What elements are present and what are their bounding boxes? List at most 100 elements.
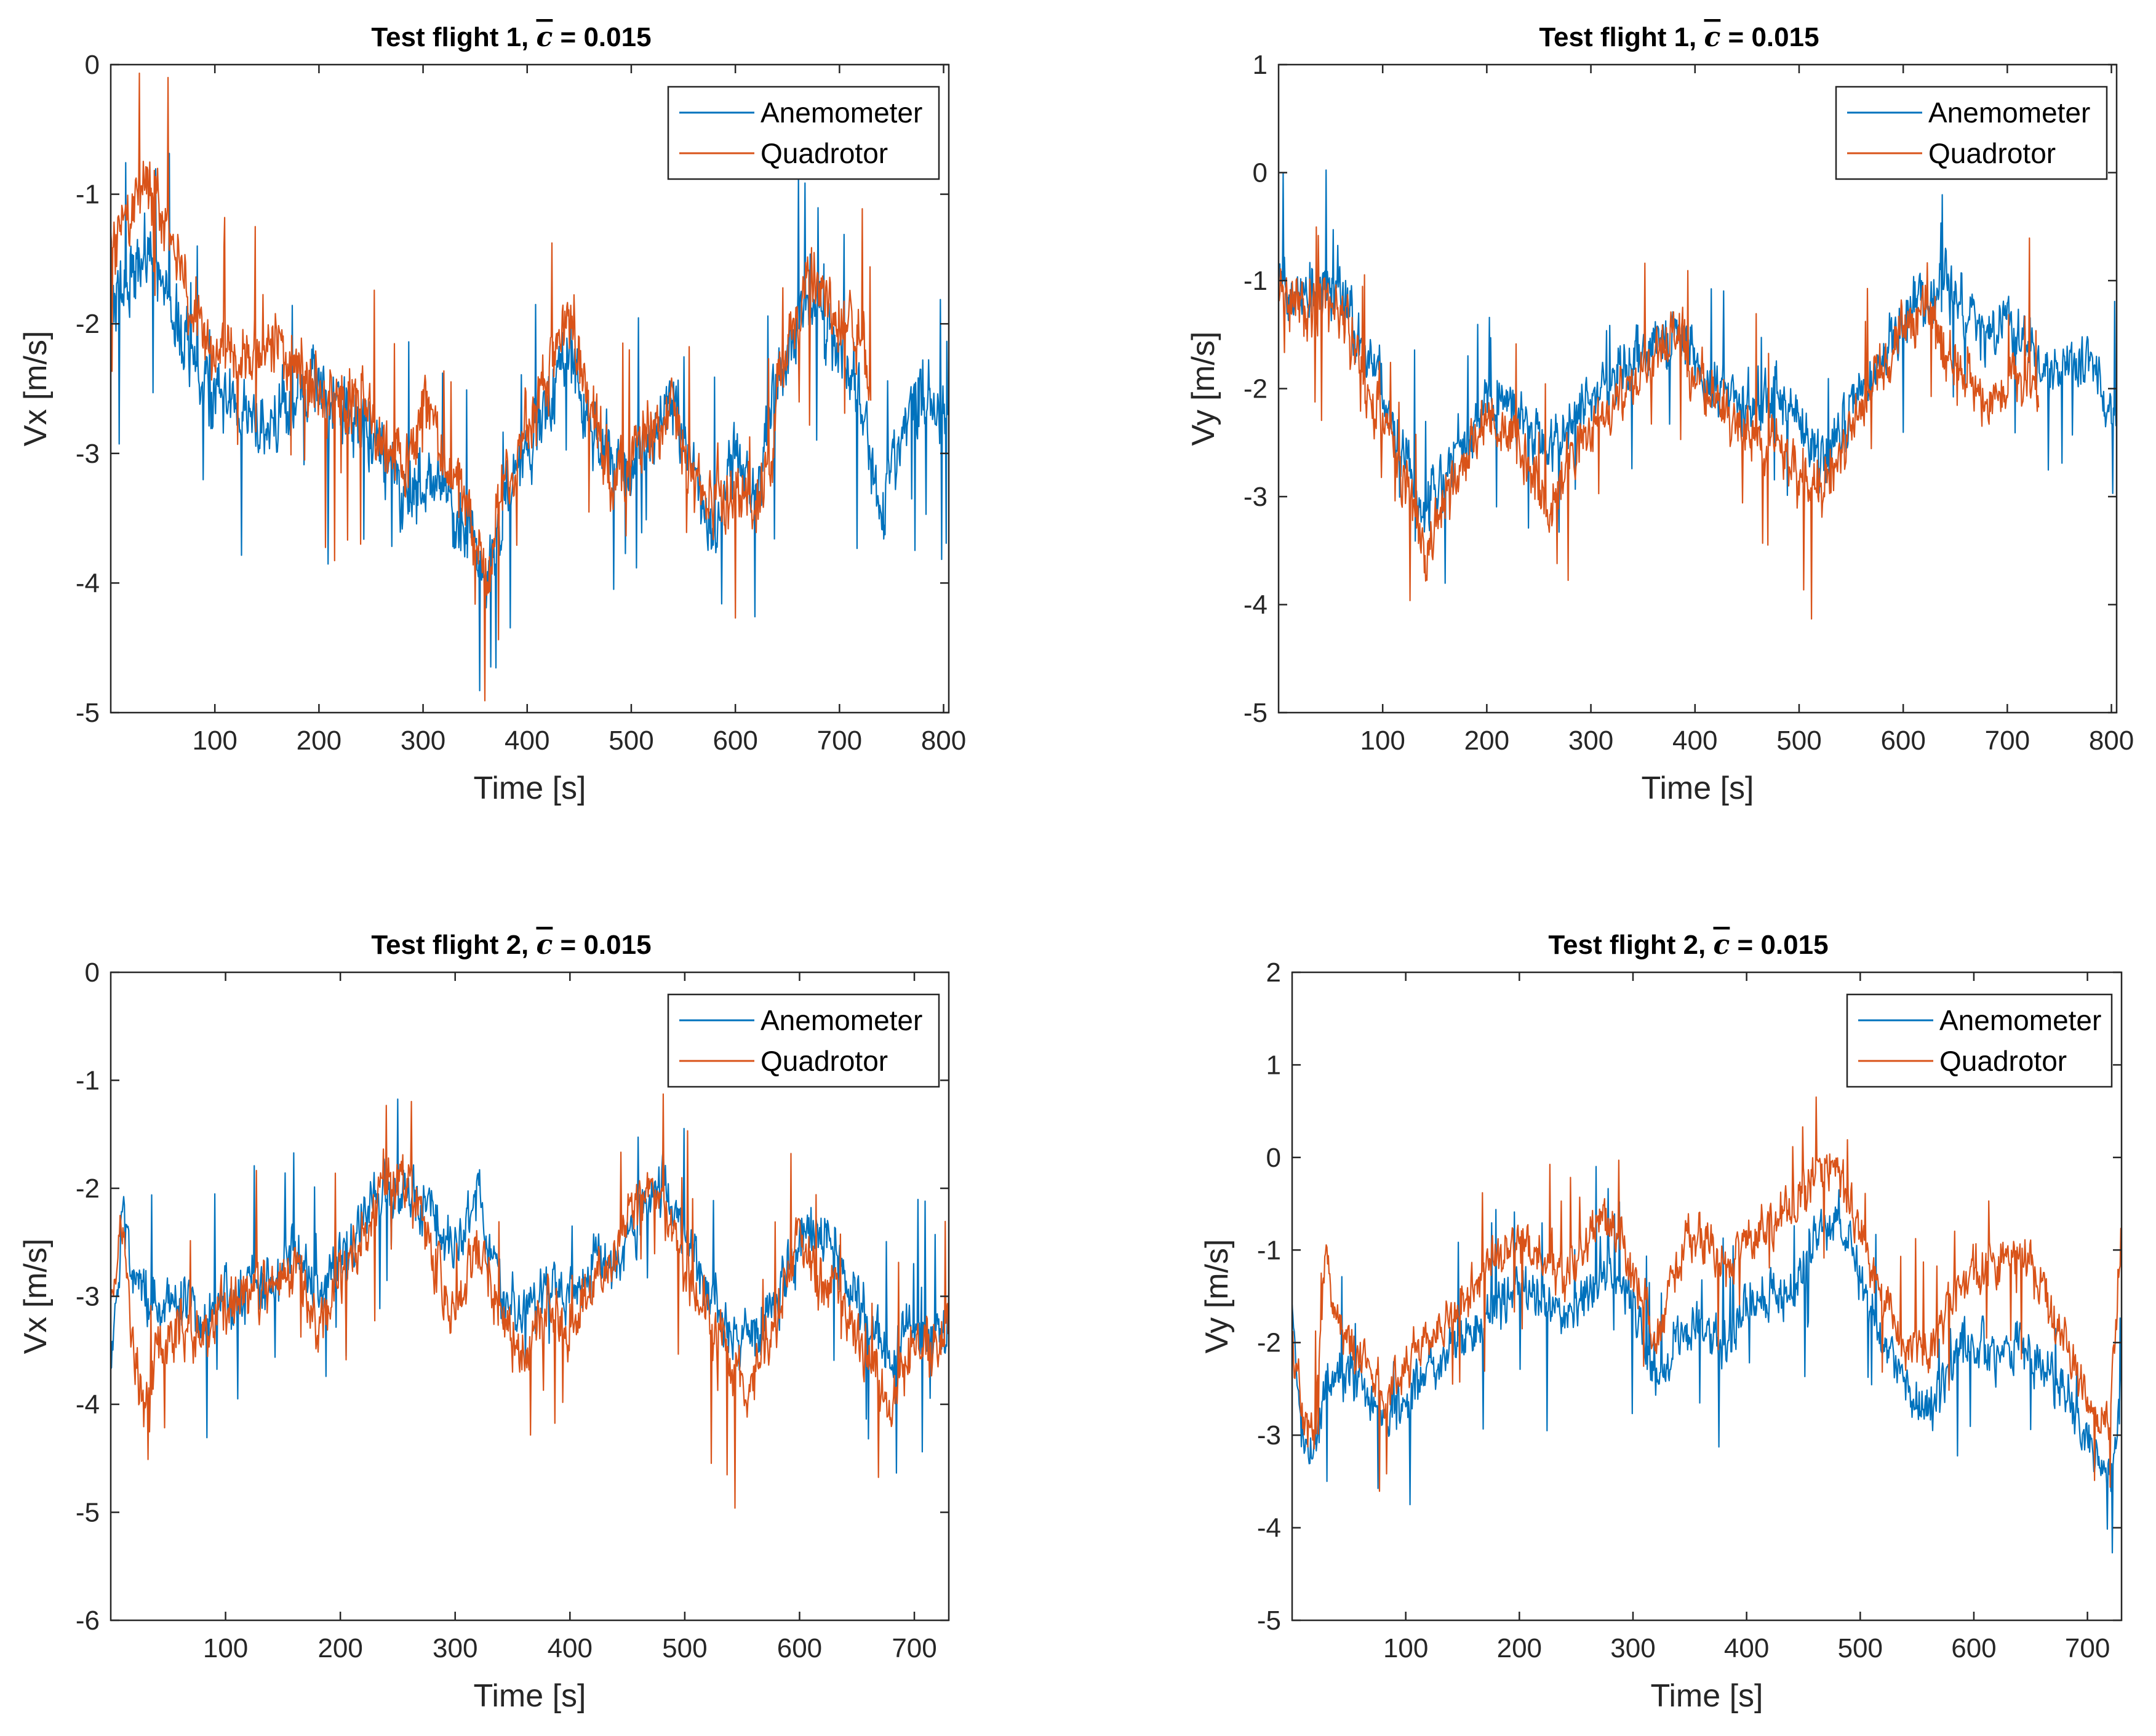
x-tick-label: 300 [1568, 726, 1613, 756]
y-tick-label: -5 [76, 1498, 100, 1528]
x-tick-label: 600 [1951, 1633, 1996, 1663]
y-tick-label: -5 [76, 698, 100, 728]
y-tick-label: -4 [1244, 590, 1268, 620]
legend-label-quadrotor: Quadrotor [761, 137, 888, 169]
y-tick-label: -4 [76, 568, 100, 598]
y-axis-label: Vy [m/s] [1199, 1239, 1235, 1354]
y-tick-label: -1 [76, 1066, 100, 1096]
x-tick-label: 600 [1880, 726, 1925, 756]
y-tick-label: -1 [76, 180, 100, 210]
legend: Anemometer Quadrotor [667, 86, 940, 180]
x-tick-label: 400 [505, 726, 549, 756]
x-axis-label: Time [s] [474, 770, 586, 806]
chart-panel-4: 100 200 300 400 500 600 700 2 1 0 -1 -2 -3 -4 -5 Time [… [1199, 929, 2123, 1714]
x-tick-label: 700 [892, 1633, 936, 1663]
series-line-quadrotor [1279, 226, 2040, 620]
title-suffix: = 0.015 [553, 22, 651, 52]
y-tick-label: -2 [1257, 1328, 1281, 1358]
y-tick-label: 0 [85, 50, 100, 80]
legend-box [667, 993, 940, 1088]
y-axis-label: Vy [m/s] [1186, 332, 1221, 446]
y-axis-label: Vx [m/s] [18, 331, 54, 447]
chart-title: Test flight 2, c = 0.015 [1548, 929, 1828, 961]
x-tick-label: 700 [817, 726, 862, 756]
title-suffix: = 0.015 [1720, 22, 1819, 52]
y-tick-label: -4 [76, 1390, 100, 1420]
x-tick-label: 200 [317, 1633, 362, 1663]
y-tick-label: -1 [1257, 1235, 1281, 1265]
y-tick-label: -1 [1244, 266, 1268, 296]
legend-box [1835, 86, 2108, 180]
y-tick-label: -3 [1244, 482, 1268, 512]
title-symbol: c [1704, 22, 1721, 53]
title-prefix: Test flight 1, [371, 22, 536, 52]
chart-panel-2: 100 200 300 400 500 600 700 800 1 0 -1 -2 -3 -4 -5 Time… [1186, 22, 2134, 806]
y-tick-label: -5 [1244, 698, 1268, 728]
y-tick-label: -2 [1244, 374, 1268, 404]
y-tick-label: 1 [1253, 50, 1268, 80]
legend-label-anemometer: Anemometer [761, 1004, 922, 1036]
legend-label-quadrotor: Quadrotor [1928, 137, 2056, 169]
title-prefix: Test flight 2, [1548, 930, 1713, 960]
y-tick-label: -3 [76, 439, 100, 469]
y-tick-label: 1 [1266, 1050, 1281, 1080]
title-prefix: Test flight 1, [1539, 22, 1704, 52]
chart-title: Test flight 2, c = 0.015 [371, 929, 651, 961]
chart-title: Test flight 1, c = 0.015 [371, 22, 651, 53]
series-line-quadrotor [1292, 1096, 2122, 1492]
x-tick-label: 700 [1985, 726, 2030, 756]
axes-box [1291, 971, 2123, 1622]
y-tick-label: -2 [76, 1174, 100, 1204]
y-tick-label: 0 [1253, 158, 1268, 188]
title-prefix: Test flight 2, [371, 930, 536, 960]
x-tick-label: 800 [921, 726, 966, 756]
x-tick-label: 300 [1610, 1633, 1655, 1663]
title-suffix: = 0.015 [553, 930, 651, 960]
x-tick-label: 500 [662, 1633, 707, 1663]
chart-panel-1: 100 200 300 400 500 600 700 800 0 -1 -2 -3 -4 -5 Time … [18, 22, 966, 806]
y-tick-label: -4 [1257, 1513, 1281, 1543]
x-tick-label: 500 [1776, 726, 1821, 756]
title-suffix: = 0.015 [1730, 930, 1828, 960]
x-tick-label: 500 [1838, 1633, 1883, 1663]
x-tick-label: 200 [1497, 1633, 1542, 1663]
y-tick-label: -6 [76, 1606, 100, 1636]
title-symbol: c [1714, 929, 1730, 961]
legend-box [1846, 993, 2113, 1088]
x-tick-label: 200 [297, 726, 341, 756]
x-tick-label: 100 [1360, 726, 1405, 756]
legend: Anemometer Quadrotor [1846, 993, 2113, 1088]
x-tick-label: 400 [1672, 726, 1717, 756]
axes-box [110, 63, 950, 714]
x-tick-label: 200 [1464, 726, 1509, 756]
legend-box [667, 86, 940, 180]
x-tick-label: 300 [401, 726, 445, 756]
x-tick-label: 400 [1724, 1633, 1769, 1663]
title-symbol: c [537, 22, 553, 53]
series-line-quadrotor [111, 1093, 949, 1509]
legend-label-quadrotor: Quadrotor [1939, 1045, 2067, 1077]
x-axis-label: Time [s] [474, 1678, 586, 1714]
x-tick-label: 100 [192, 726, 237, 756]
title-symbol: c [537, 929, 553, 961]
y-tick-label: -3 [1257, 1420, 1281, 1450]
y-tick-label: 0 [85, 958, 100, 988]
legend-label-anemometer: Anemometer [1928, 97, 2090, 129]
y-axis-label: Vx [m/s] [18, 1239, 54, 1354]
series-line-quadrotor [111, 72, 872, 702]
x-axis-label: Time [s] [1651, 1678, 1763, 1714]
legend-label-anemometer: Anemometer [761, 97, 922, 129]
legend: Anemometer Quadrotor [667, 993, 940, 1088]
y-tick-label: 0 [1266, 1143, 1281, 1173]
x-tick-label: 300 [433, 1633, 477, 1663]
legend: Anemometer Quadrotor [1835, 86, 2108, 180]
x-tick-label: 100 [1383, 1633, 1428, 1663]
y-tick-label: -2 [76, 309, 100, 339]
x-tick-label: 700 [2065, 1633, 2110, 1663]
x-tick-label: 600 [777, 1633, 822, 1663]
y-tick-label: -3 [76, 1282, 100, 1312]
x-tick-label: 800 [2089, 726, 2134, 756]
legend-label-quadrotor: Quadrotor [761, 1045, 888, 1077]
x-tick-label: 100 [203, 1633, 248, 1663]
